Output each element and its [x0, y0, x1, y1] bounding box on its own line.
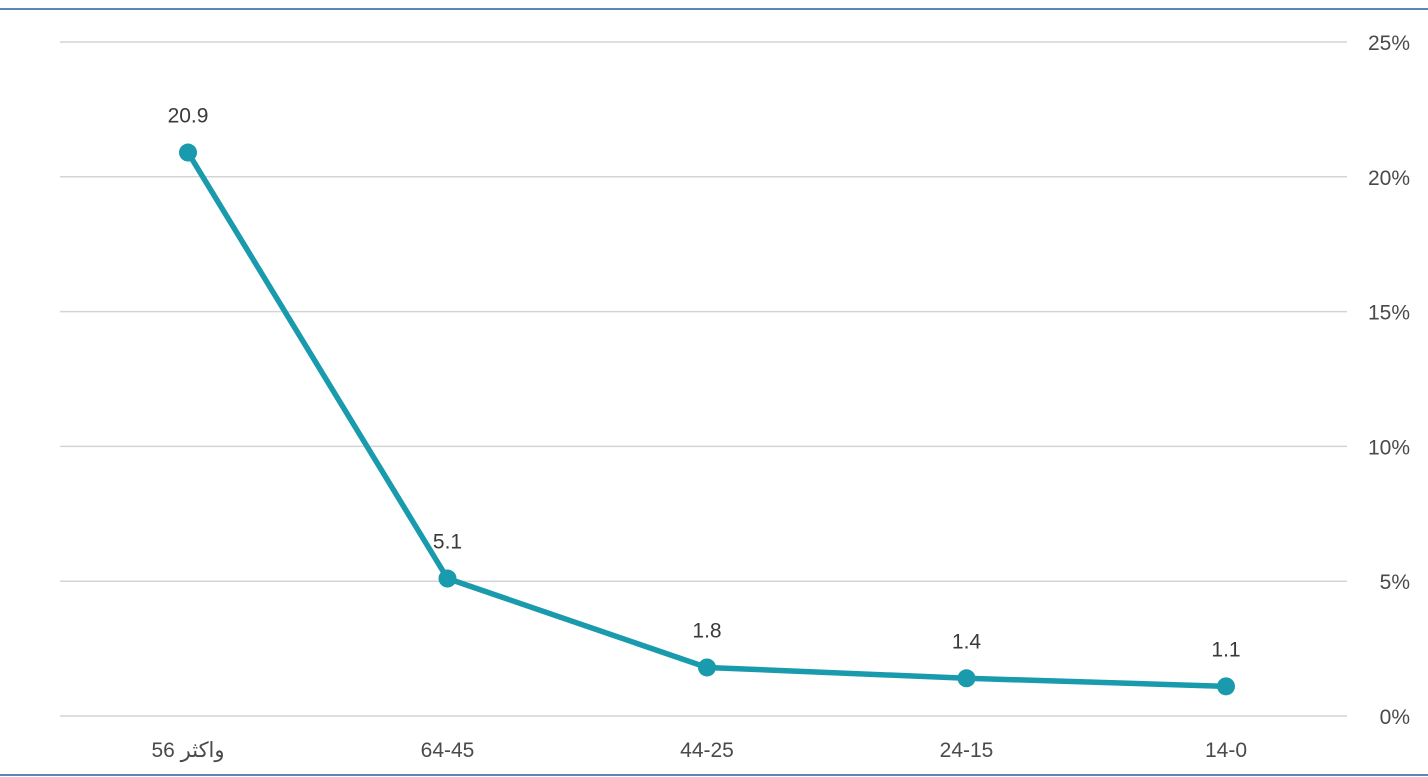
data-point [179, 143, 197, 162]
x-tick-label: 44-25 [680, 739, 734, 762]
data-point [438, 569, 457, 588]
x-axis-tick-labels: 56 واكثر 64-45 44-25 24-15 14-0 [151, 739, 1247, 763]
data-label: 1.4 [952, 630, 982, 653]
series-group [179, 143, 1235, 696]
series-line [185, 149, 1229, 690]
y-tick-label: 0% [1380, 706, 1410, 729]
x-tick-label: 64-45 [421, 739, 475, 762]
data-labels: 20.9 5.1 1.8 1.4 1.1 [168, 105, 1241, 662]
x-tick-label: 24-15 [940, 739, 994, 762]
data-label: 1.1 [1211, 638, 1240, 661]
data-label: 20.9 [168, 105, 209, 128]
y-tick-label: 10% [1368, 436, 1410, 459]
data-label: 5.1 [433, 531, 462, 554]
y-tick-label: 15% [1368, 302, 1410, 325]
y-axis-tick-labels: 25% 20% 15% 10% 5% 0% [1368, 32, 1410, 729]
data-label: 1.8 [692, 619, 721, 642]
y-tick-label: 5% [1380, 571, 1410, 594]
data-point [698, 658, 716, 677]
x-tick-label: 56 واكثر [151, 739, 224, 763]
y-tick-label: 25% [1368, 32, 1410, 55]
x-tick-label: 14-0 [1205, 739, 1247, 762]
y-tick-label: 20% [1368, 167, 1410, 190]
gridlines [60, 41, 1347, 717]
data-point [1217, 677, 1235, 696]
data-point [957, 669, 976, 688]
